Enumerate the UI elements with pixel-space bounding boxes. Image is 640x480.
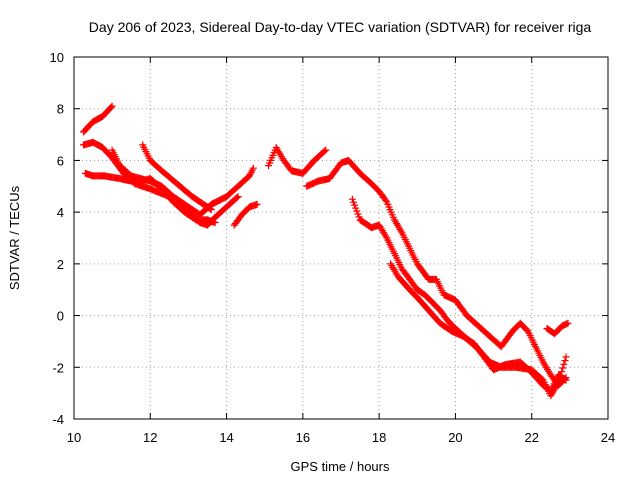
- data-point: [207, 206, 215, 214]
- series-track-6: [265, 144, 330, 177]
- series-track-8: [348, 195, 570, 400]
- x-tick-label: 14: [219, 430, 233, 445]
- series-track-7: [303, 156, 570, 389]
- data-point: [206, 205, 214, 213]
- x-tick-label: 20: [448, 430, 462, 445]
- data-point: [564, 319, 572, 327]
- x-axis-label: GPS time / hours: [291, 459, 390, 474]
- data-points: [80, 102, 572, 400]
- data-point: [562, 353, 570, 361]
- y-tick-label: 8: [57, 102, 64, 117]
- grid: [74, 57, 608, 419]
- series-track-4: [230, 200, 261, 229]
- y-tick-label: 10: [50, 50, 64, 65]
- data-point: [561, 357, 569, 365]
- y-tick-label: 2: [57, 257, 64, 272]
- series-track-5: [139, 141, 215, 214]
- data-point: [355, 213, 363, 221]
- data-point: [560, 360, 568, 368]
- data-point: [322, 146, 330, 154]
- y-axis: -4 -2 0 2 4 6 8 10: [50, 50, 608, 427]
- x-axis: 10 12 14 16 18 20 22 24: [67, 57, 615, 445]
- chart-title: Day 206 of 2023, Sidereal Day-to-day VTE…: [89, 19, 592, 35]
- series-track-3: [81, 169, 219, 226]
- y-tick-label: 6: [57, 153, 64, 168]
- y-tick-label: 0: [57, 309, 64, 324]
- data-point: [249, 164, 257, 172]
- series-track-9: [387, 260, 570, 395]
- data-point: [321, 147, 329, 155]
- data-point: [348, 195, 356, 203]
- data-point: [233, 194, 241, 202]
- data-point: [108, 102, 116, 110]
- data-point: [561, 376, 569, 383]
- data-point: [234, 193, 242, 201]
- x-tick-label: 24: [601, 430, 615, 445]
- data-point: [353, 207, 361, 215]
- y-tick-label: -2: [52, 360, 64, 375]
- x-tick-label: 18: [372, 430, 386, 445]
- y-tick-label: 4: [57, 205, 64, 220]
- x-tick-label: 10: [67, 430, 81, 445]
- plot-frame: [73, 56, 609, 420]
- y-axis-label: SDTVAR / TECUs: [7, 185, 22, 290]
- x-tick-label: 16: [296, 430, 310, 445]
- series-track-10: [543, 319, 572, 338]
- data-point: [562, 376, 570, 384]
- x-tick-label: 22: [524, 430, 538, 445]
- data-point: [559, 364, 567, 372]
- y-tick-label: -4: [52, 412, 64, 427]
- data-point: [253, 200, 261, 208]
- x-tick-label: 12: [143, 430, 157, 445]
- data-point: [351, 201, 359, 209]
- data-point: [107, 103, 115, 111]
- data-point: [382, 196, 390, 204]
- data-point: [211, 219, 219, 226]
